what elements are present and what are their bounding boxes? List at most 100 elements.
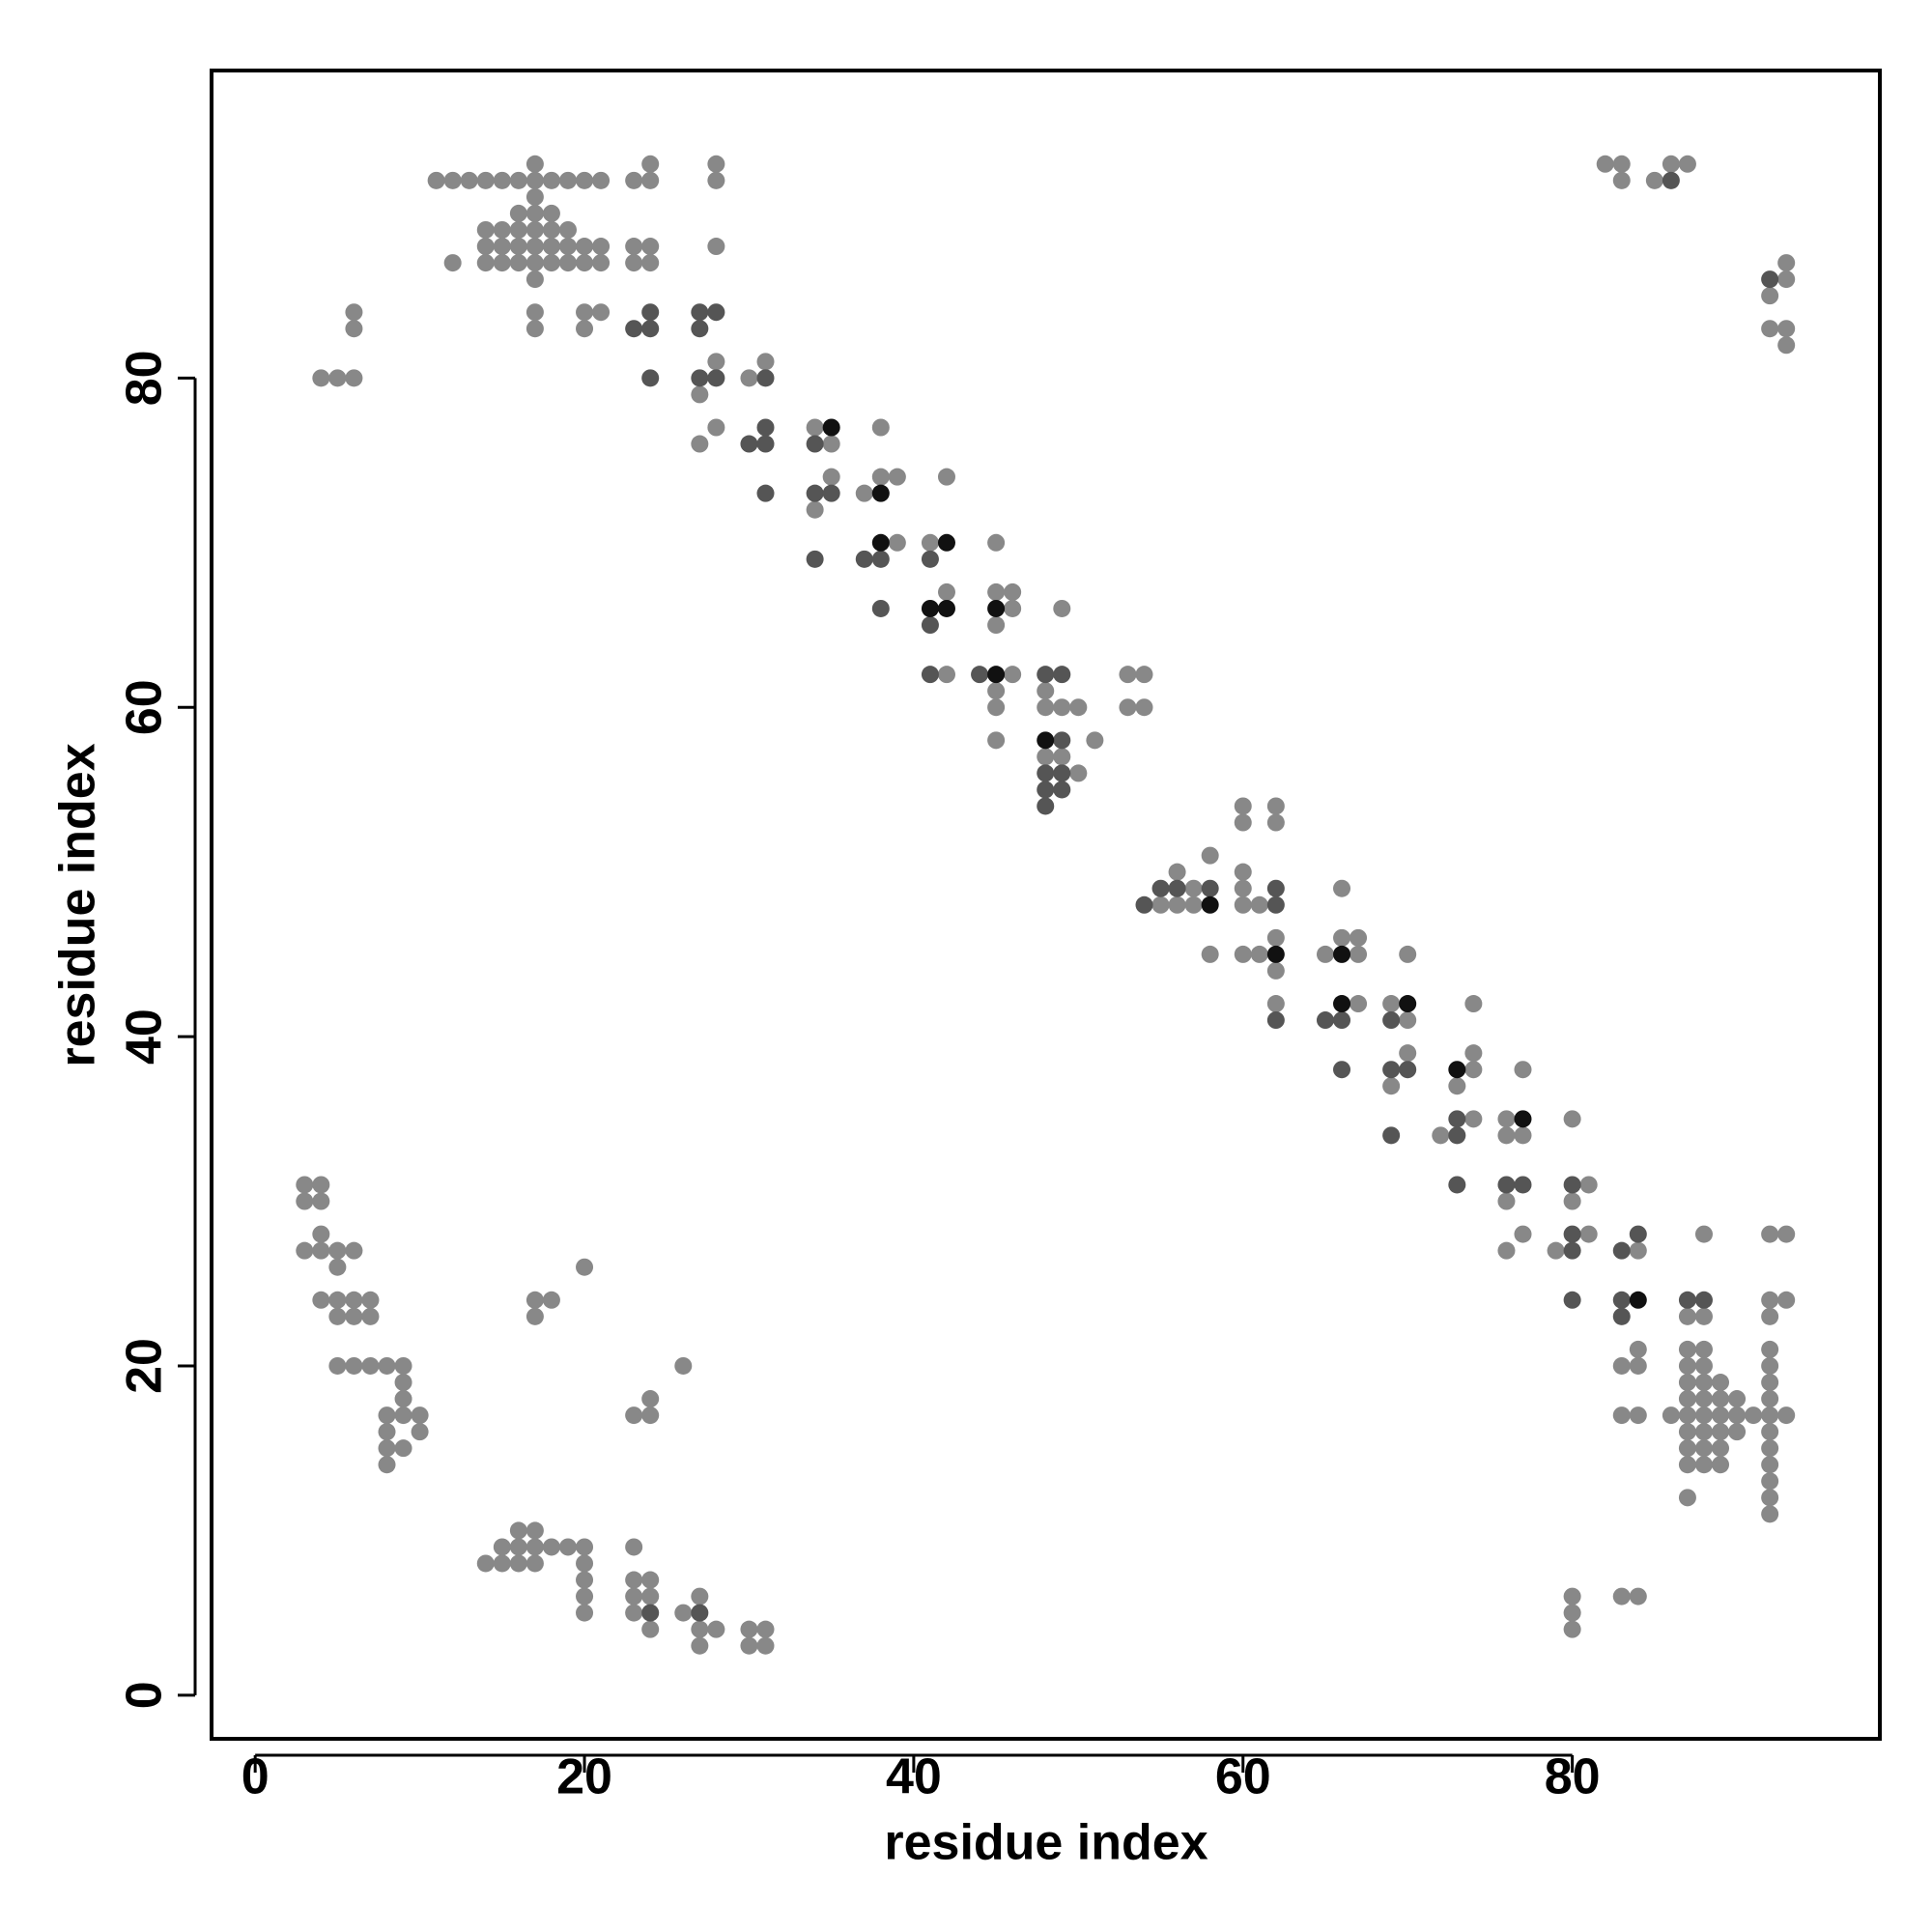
- point: [526, 320, 544, 338]
- point: [1579, 1176, 1598, 1194]
- point: [691, 1620, 709, 1638]
- point: [1234, 863, 1252, 881]
- point: [1350, 928, 1368, 947]
- point: [1350, 945, 1368, 963]
- point: [822, 468, 840, 486]
- point: [427, 171, 445, 189]
- point: [1579, 1225, 1598, 1243]
- point: [740, 1636, 758, 1655]
- point: [411, 1406, 429, 1425]
- point: [526, 270, 544, 289]
- point: [1629, 1587, 1647, 1605]
- point: [328, 369, 347, 387]
- point: [740, 369, 758, 387]
- point: [1563, 1192, 1581, 1210]
- point: [509, 1554, 527, 1573]
- point: [871, 418, 890, 437]
- point: [1712, 1439, 1730, 1458]
- point: [443, 254, 462, 272]
- point: [1382, 1077, 1401, 1095]
- point: [1563, 1291, 1581, 1309]
- point: [1399, 1011, 1417, 1030]
- point: [1694, 1291, 1713, 1309]
- point: [1037, 748, 1055, 766]
- point: [1678, 1356, 1696, 1375]
- x-tick-label: 80: [1545, 1749, 1601, 1805]
- point: [1053, 666, 1071, 684]
- point: [691, 385, 709, 404]
- point: [592, 254, 611, 272]
- point: [542, 1291, 560, 1309]
- point: [558, 238, 577, 256]
- point: [1662, 1406, 1680, 1425]
- point: [345, 1356, 363, 1375]
- point: [691, 1604, 709, 1622]
- point: [641, 1604, 660, 1622]
- point: [1184, 895, 1203, 914]
- point: [740, 1620, 758, 1638]
- point: [625, 1571, 643, 1589]
- point: [1053, 599, 1071, 617]
- point: [1135, 666, 1153, 684]
- point: [1612, 155, 1631, 173]
- point: [641, 155, 660, 173]
- point: [558, 1538, 577, 1556]
- x-tick-label: 0: [242, 1749, 270, 1805]
- point: [1053, 731, 1071, 750]
- point: [1694, 1390, 1713, 1408]
- point: [855, 484, 873, 502]
- point: [822, 418, 840, 437]
- point: [888, 468, 906, 486]
- point: [361, 1356, 380, 1375]
- point: [526, 303, 544, 322]
- point: [1678, 1291, 1696, 1309]
- point: [576, 1554, 594, 1573]
- point: [345, 1307, 363, 1325]
- point: [1464, 1110, 1483, 1128]
- point: [378, 1423, 396, 1441]
- point: [576, 1604, 594, 1622]
- point: [1629, 1291, 1647, 1309]
- point: [1694, 1374, 1713, 1392]
- point: [542, 171, 560, 189]
- point: [1333, 945, 1351, 963]
- point: [1037, 797, 1055, 815]
- point: [526, 254, 544, 272]
- point: [1777, 336, 1796, 355]
- point: [1037, 764, 1055, 782]
- point: [921, 599, 939, 617]
- point: [1266, 797, 1285, 815]
- point: [296, 1176, 314, 1194]
- point: [707, 171, 725, 189]
- point: [1266, 995, 1285, 1013]
- point: [1612, 1406, 1631, 1425]
- point: [641, 171, 660, 189]
- point: [328, 1356, 347, 1375]
- point: [1678, 1390, 1696, 1408]
- point: [822, 484, 840, 502]
- point: [328, 1241, 347, 1260]
- point: [576, 1571, 594, 1589]
- point: [1053, 698, 1071, 717]
- point: [509, 204, 527, 222]
- point: [526, 1291, 544, 1309]
- point: [921, 666, 939, 684]
- point: [1629, 1356, 1647, 1375]
- point: [707, 369, 725, 387]
- point: [1612, 1307, 1631, 1325]
- point: [1266, 879, 1285, 897]
- point: [1761, 1307, 1779, 1325]
- point: [1563, 1241, 1581, 1260]
- point: [1333, 1061, 1351, 1079]
- point: [641, 1390, 660, 1408]
- point: [576, 238, 594, 256]
- point: [888, 533, 906, 552]
- point: [526, 1538, 544, 1556]
- point: [378, 1406, 396, 1425]
- point: [526, 187, 544, 206]
- point: [987, 616, 1006, 635]
- point: [542, 204, 560, 222]
- point: [1201, 945, 1219, 963]
- point: [592, 238, 611, 256]
